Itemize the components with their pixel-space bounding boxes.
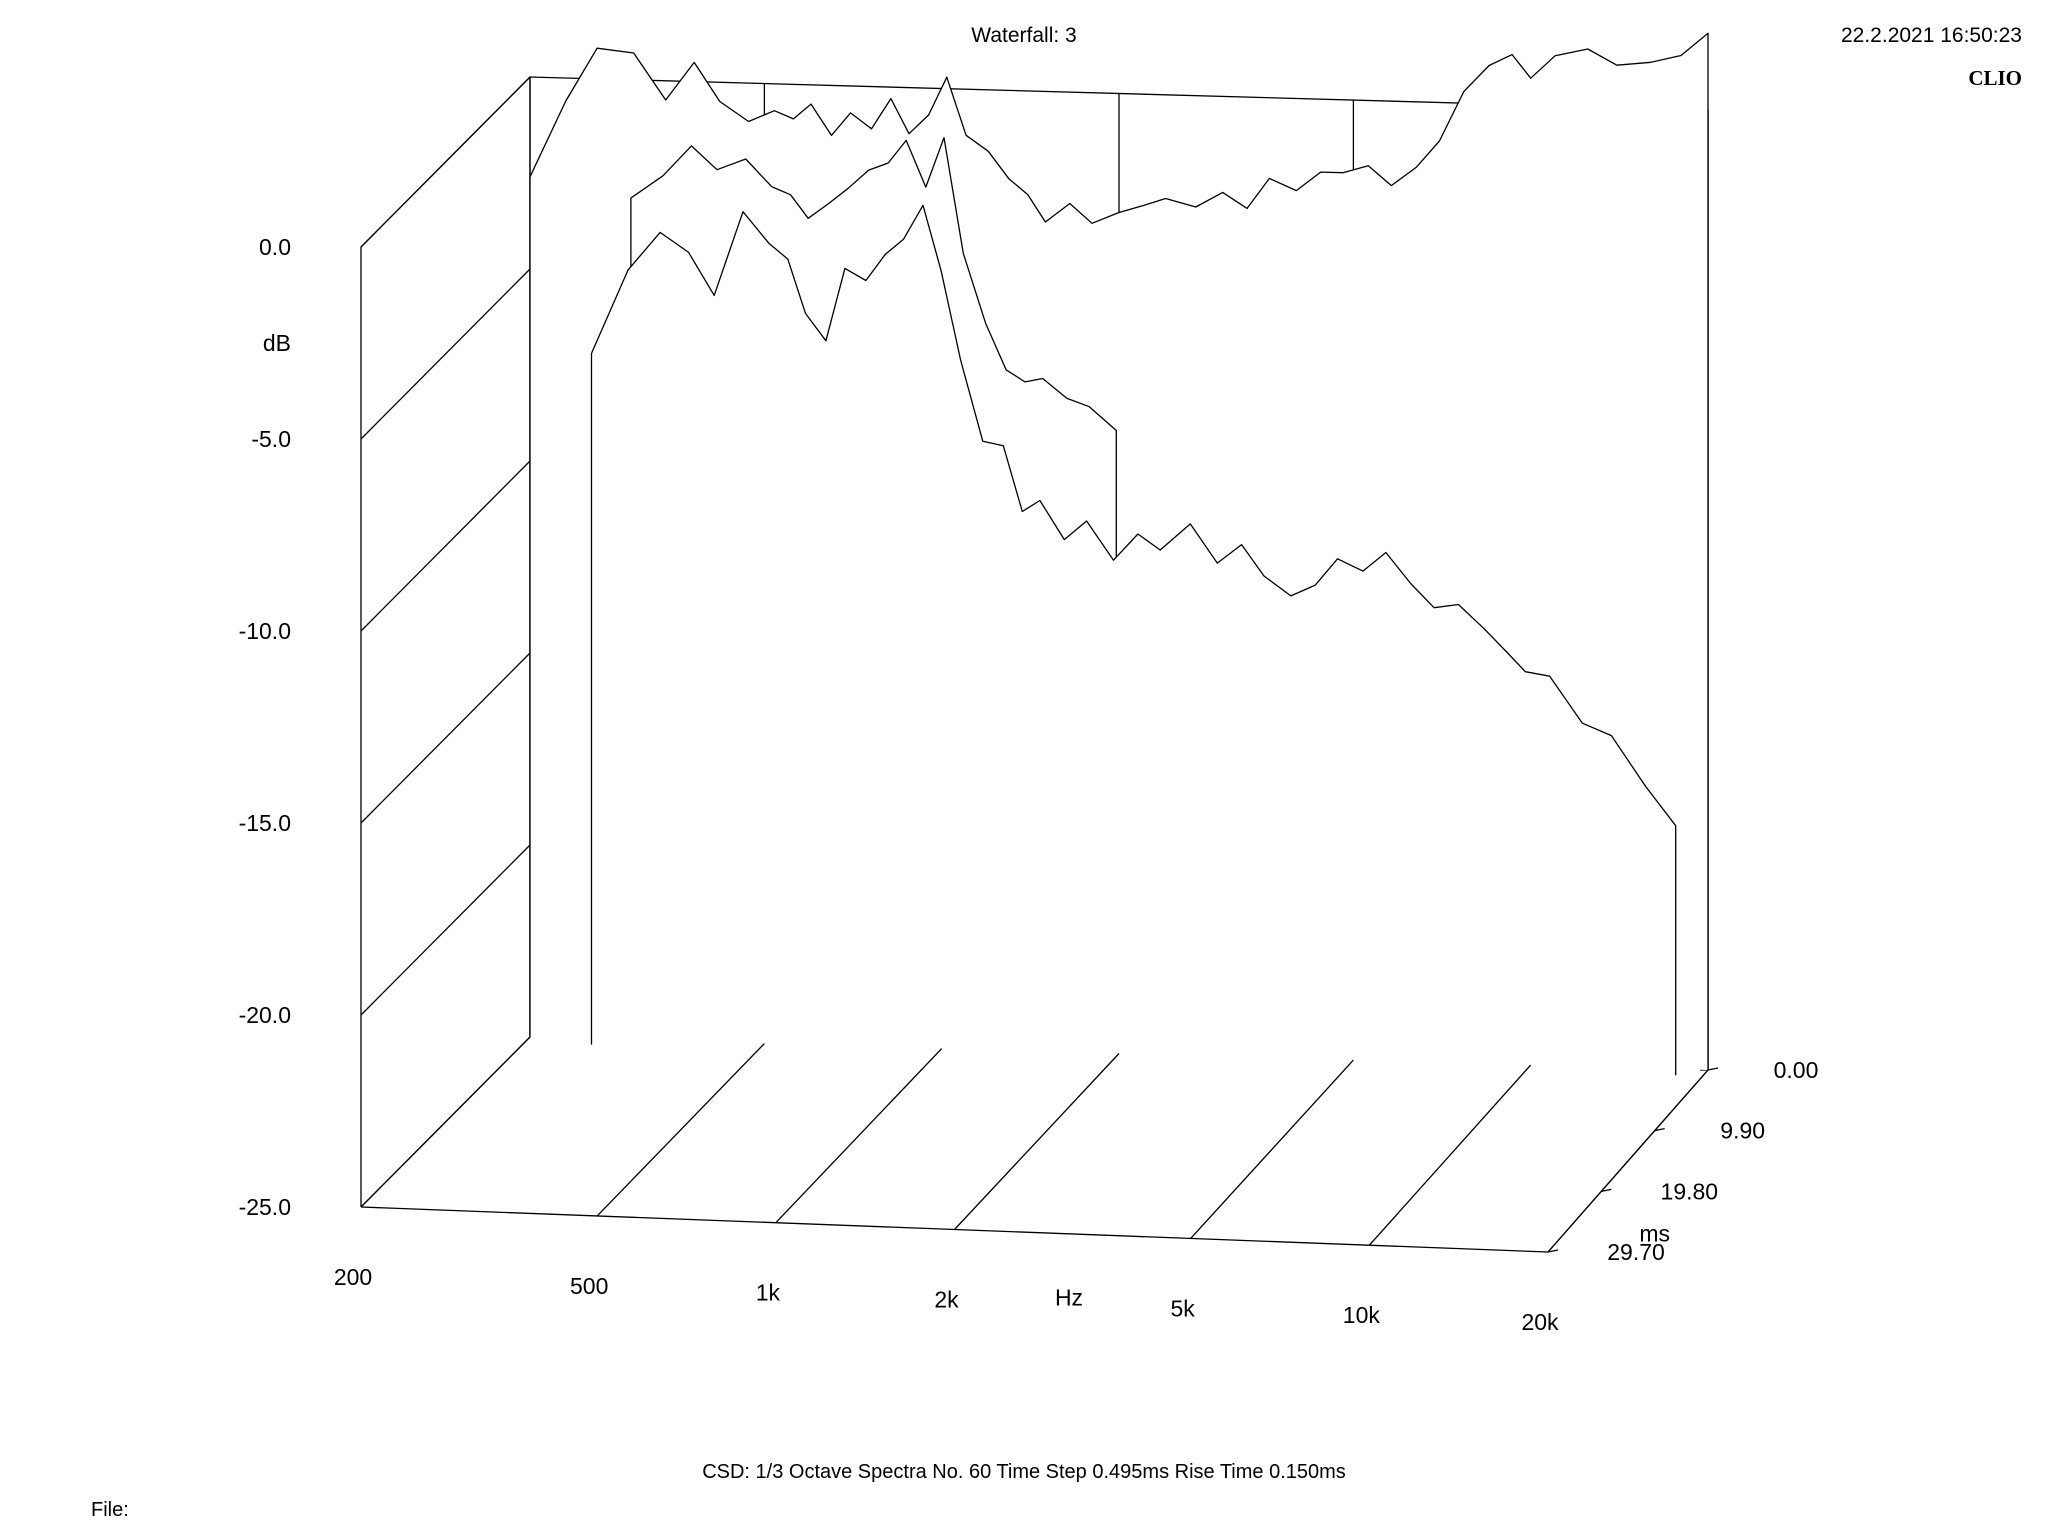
time-tick-label: 29.70	[1607, 1239, 1665, 1265]
freq-tick-label: 20k	[1521, 1309, 1559, 1335]
db-tick-label: -5.0	[251, 426, 291, 452]
db-gridline	[360, 76, 531, 248]
front-frame	[360, 1036, 1719, 1253]
file-label: File:	[91, 1499, 129, 1521]
freq-gridline-floor	[360, 1036, 531, 1208]
spectra-slices	[529, 32, 1709, 1076]
measurement-settings: CSD: 1/3 Octave Spectra No. 60 Time Step…	[702, 1461, 1346, 1483]
db-tick-label: 0.0	[259, 234, 291, 260]
freq-tick-label: 500	[570, 1273, 608, 1299]
freq-tick-label: 1k	[756, 1280, 781, 1306]
axis-labels: 0.0 -5.0 -10.0 -15.0 -20.0 -25.0 dB 200 500 1k 2k 5…	[239, 234, 1819, 1335]
right-baseline	[1547, 1069, 1709, 1253]
db-tick-label: -20.0	[239, 1002, 291, 1028]
timestamp: 22.2.2021 16:50:23	[1840, 24, 2022, 47]
freq-tick-label: 200	[334, 1264, 372, 1290]
db-gridline	[360, 268, 531, 440]
brand-logo: CLIO	[1968, 66, 2022, 90]
db-tick-label: -10.0	[239, 618, 291, 644]
freq-tick-label: 2k	[934, 1287, 959, 1313]
freq-gridline-floor	[954, 1053, 1120, 1230]
z-axis-label: ms	[1639, 1221, 1670, 1247]
freq-gridline-floor	[596, 1043, 765, 1217]
spectrum-slice-2	[590, 204, 1677, 1076]
freq-tick-label: 10k	[1343, 1302, 1381, 1328]
db-tick-label: -25.0	[239, 1194, 291, 1220]
db-tick-label: -15.0	[239, 810, 291, 836]
time-tick-label: 19.80	[1661, 1178, 1719, 1204]
db-gridline	[360, 652, 531, 824]
time-tick	[1654, 1128, 1665, 1132]
front-baseline	[360, 1206, 1549, 1253]
time-tick	[1547, 1249, 1559, 1253]
time-tick-label: 0.00	[1774, 1057, 1819, 1083]
freq-gridline-floor	[775, 1048, 943, 1224]
time-tick-label: 9.90	[1720, 1118, 1765, 1144]
freq-gridline-floor	[1368, 1064, 1532, 1246]
db-gridline	[360, 844, 531, 1016]
x-axis-label: Hz	[1055, 1284, 1083, 1310]
freq-tick-label: 5k	[1171, 1295, 1196, 1321]
db-gridline	[360, 460, 531, 632]
chart-title: Waterfall: 3	[971, 24, 1077, 47]
y-axis-label: dB	[263, 330, 291, 356]
left-wall	[360, 76, 531, 1207]
freq-gridline-floor	[1190, 1059, 1354, 1239]
time-tick	[1707, 1067, 1719, 1071]
time-tick	[1601, 1188, 1612, 1192]
